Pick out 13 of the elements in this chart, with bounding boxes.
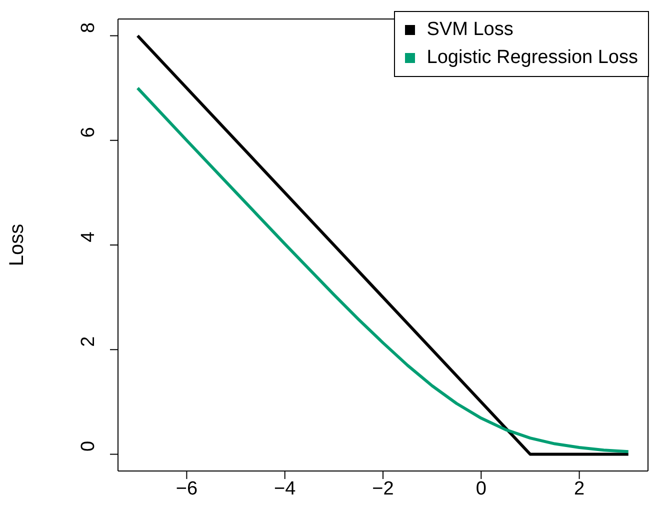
legend-label: Logistic Regression Loss [426, 46, 638, 70]
x-tick-label: −6 [176, 478, 198, 500]
y-tick-label: 6 [78, 127, 99, 138]
x-tick-label: −2 [372, 478, 394, 500]
y-tick-label: 2 [78, 336, 99, 347]
y-tick-label: 4 [78, 231, 99, 242]
legend-label: SVM Loss [426, 18, 514, 42]
x-tick-label: 2 [574, 478, 585, 500]
y-tick-label: 8 [78, 22, 99, 34]
y-axis-title: Loss [6, 224, 28, 266]
x-tick-label: −4 [274, 478, 296, 500]
y-tick-label: 0 [78, 440, 99, 452]
x-tick-label: 0 [476, 478, 486, 500]
